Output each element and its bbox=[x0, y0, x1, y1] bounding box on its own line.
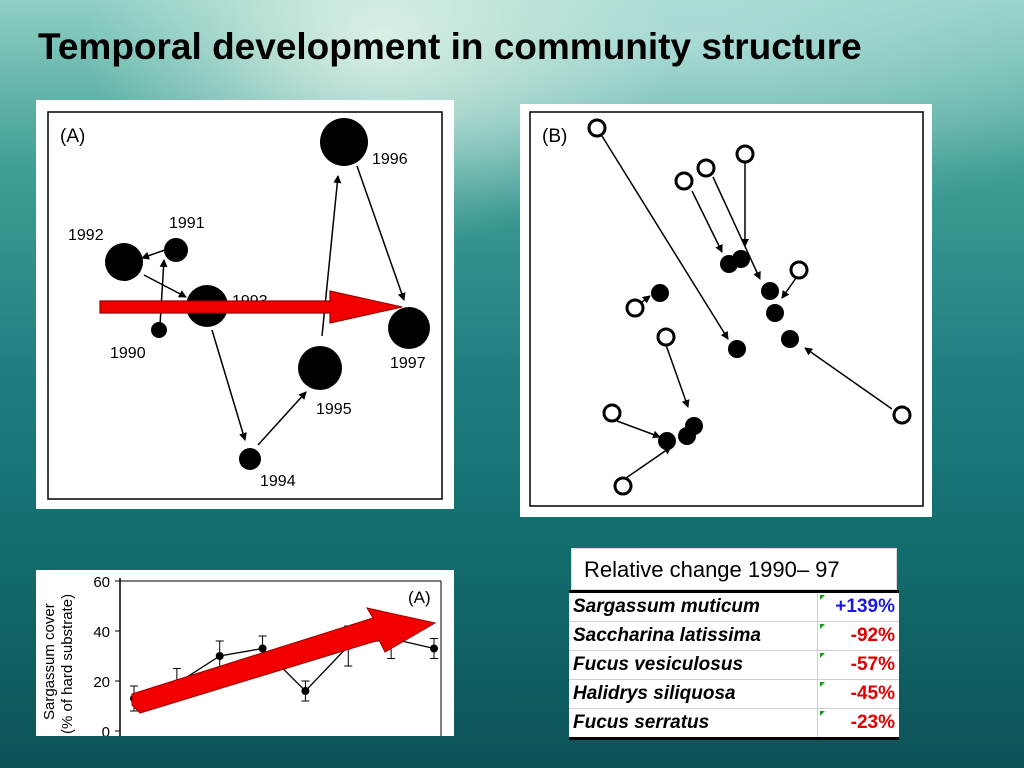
label-1990: 1990 bbox=[110, 345, 146, 362]
open-circle bbox=[696, 158, 716, 178]
open-circle bbox=[613, 476, 633, 496]
relative-change-table: Sargassum muticum +139% Saccharina latissi… bbox=[569, 590, 899, 740]
point-1995 bbox=[298, 346, 342, 390]
point-1994 bbox=[239, 448, 261, 470]
point-1992 bbox=[105, 243, 143, 281]
sargassum-chart: Sargassum cover (% of hard substrate) 60… bbox=[41, 574, 442, 741]
label-1996: 1996 bbox=[372, 151, 408, 168]
panel-a-label: (A) bbox=[60, 126, 85, 147]
label-1994: 1994 bbox=[260, 473, 296, 490]
change-value: -57% bbox=[817, 650, 899, 680]
ordination-b-svg: (B) bbox=[529, 111, 924, 507]
table-row: Sargassum muticum +139% bbox=[569, 591, 899, 622]
y-tick-label-0: 0 bbox=[102, 724, 110, 736]
y-tick-label-40: 40 bbox=[93, 624, 110, 641]
sargassum-chart-panel: Sargassum cover (% of hard substrate) 60… bbox=[36, 570, 454, 741]
panel-a-frame bbox=[47, 111, 443, 500]
species-name: Fucus serratus bbox=[569, 708, 818, 739]
species-name: Saccharina latissima bbox=[569, 621, 818, 651]
table-row: Fucus serratus -23% bbox=[569, 708, 899, 739]
filled-circle bbox=[761, 282, 779, 300]
species-name: Sargassum muticum bbox=[569, 591, 818, 622]
open-circle bbox=[735, 144, 755, 164]
filled-circles-group bbox=[651, 250, 799, 450]
label-1995: 1995 bbox=[316, 401, 352, 418]
point-1990 bbox=[151, 322, 167, 338]
red-trend-arrow-c bbox=[131, 607, 437, 714]
filled-circle bbox=[728, 340, 746, 358]
point-1997 bbox=[388, 307, 430, 349]
chart-ylabel-line2: (% of hard substrate) bbox=[59, 594, 76, 734]
change-value: -92% bbox=[817, 621, 899, 651]
data-point bbox=[430, 644, 438, 653]
relative-change-header: Relative change 1990– 97 bbox=[571, 548, 897, 590]
table-row: Halidrys siliquosa -45% bbox=[569, 679, 899, 709]
open-circle bbox=[656, 327, 676, 347]
displacement-arrows bbox=[601, 135, 893, 479]
label-1991: 1991 bbox=[169, 215, 205, 232]
filled-circle bbox=[766, 304, 784, 322]
change-value: +139% bbox=[817, 591, 899, 622]
open-circle bbox=[789, 260, 809, 280]
filled-circle bbox=[732, 250, 750, 268]
point-1996 bbox=[320, 118, 368, 166]
open-circle bbox=[892, 405, 912, 425]
filled-circle bbox=[658, 432, 676, 450]
chart-ylabel-line1: Sargassum cover bbox=[41, 603, 58, 720]
point-1991 bbox=[164, 238, 188, 262]
panel-b-frame bbox=[529, 111, 924, 507]
label-1992: 1992 bbox=[68, 227, 104, 244]
open-circle bbox=[602, 403, 622, 423]
species-name: Fucus vesiculosus bbox=[569, 650, 818, 680]
filled-circle bbox=[651, 284, 669, 302]
data-point bbox=[258, 644, 267, 653]
open-circle bbox=[674, 171, 694, 191]
open-circle bbox=[587, 118, 607, 138]
change-value: -23% bbox=[817, 708, 899, 739]
species-name: Halidrys siliquosa bbox=[569, 679, 818, 709]
y-tick-label-20: 20 bbox=[93, 674, 110, 691]
filled-circle bbox=[781, 330, 799, 348]
y-tick-label-60: 60 bbox=[93, 574, 110, 591]
relative-change-title: Relative change 1990– 97 bbox=[584, 557, 840, 582]
filled-circle bbox=[685, 417, 703, 435]
slide-title: Temporal development in community struct… bbox=[38, 26, 862, 67]
data-point bbox=[301, 687, 310, 695]
panel-b-label: (B) bbox=[542, 126, 567, 147]
data-point bbox=[215, 652, 224, 660]
change-value: -45% bbox=[817, 679, 899, 709]
ordination-panel-b: (B) bbox=[520, 104, 932, 517]
table-row: Fucus vesiculosus -57% bbox=[569, 650, 899, 680]
chart-panel-label: (A) bbox=[408, 588, 431, 607]
red-trend-arrow-a bbox=[99, 290, 403, 324]
label-1997: 1997 bbox=[390, 355, 426, 372]
open-circles-group bbox=[587, 118, 912, 496]
table-row: Saccharina latissima -92% bbox=[569, 621, 899, 651]
open-circle bbox=[625, 298, 645, 318]
